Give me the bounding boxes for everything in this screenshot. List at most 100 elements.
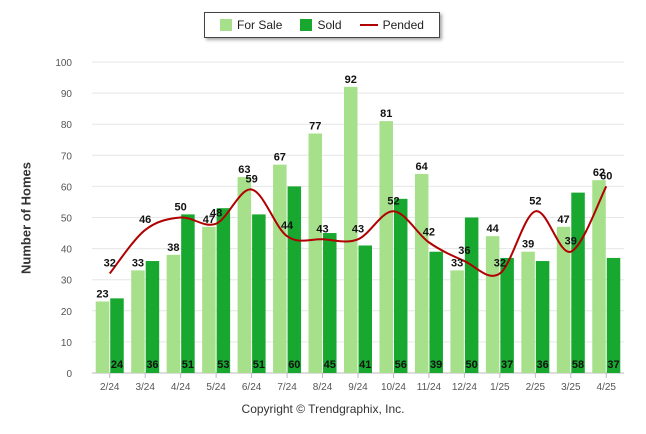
- x-tick-label: 7/24: [277, 382, 297, 393]
- bar-sold: [110, 298, 124, 373]
- y-tick-label: 80: [61, 120, 73, 131]
- data-label-for-sale: 62: [593, 167, 605, 179]
- data-label-pended: 48: [210, 208, 222, 220]
- data-label-sold: 37: [607, 359, 619, 371]
- data-label-pended: 43: [352, 223, 364, 235]
- legend-label-sold: Sold: [317, 18, 342, 32]
- y-tick-label: 70: [61, 151, 73, 162]
- bar-sold: [252, 214, 266, 373]
- bar-sold: [500, 257, 514, 373]
- pended-line-swatch-icon: [359, 24, 378, 26]
- data-label-sold: 56: [395, 359, 407, 371]
- y-tick-label: 60: [61, 182, 73, 193]
- data-label-sold: 60: [288, 359, 300, 371]
- data-label-for-sale: 63: [238, 164, 250, 176]
- pended-line: [108, 185, 608, 277]
- legend-item-for-sale[interactable]: For Sale: [220, 18, 282, 32]
- bar-for-sale: [131, 270, 145, 373]
- x-tick-label: 10/24: [381, 382, 406, 393]
- data-label-pended: 59: [245, 174, 257, 186]
- data-label-pended: 36: [458, 245, 470, 257]
- data-label-for-sale: 81: [380, 108, 392, 120]
- bar-sold: [287, 186, 302, 373]
- bar-for-sale: [521, 251, 535, 373]
- bar-for-sale: [485, 236, 500, 373]
- x-tick-label: 12/24: [452, 382, 477, 393]
- data-label-pended: 32: [494, 257, 506, 269]
- bar-sold: [571, 192, 585, 373]
- data-label-sold: 39: [430, 359, 442, 371]
- for-sale-swatch-icon: [220, 19, 233, 31]
- bar-sold: [606, 257, 621, 373]
- x-tick-label: 3/24: [135, 382, 155, 393]
- data-label-for-sale: 23: [96, 288, 108, 300]
- data-label-pended: 52: [529, 195, 541, 207]
- bar-sold: [358, 245, 372, 373]
- x-tick-label: 2/24: [100, 382, 120, 393]
- data-label-for-sale: 47: [557, 214, 569, 226]
- legend-item-pended[interactable]: Pended: [359, 18, 424, 32]
- x-tick-label: 8/24: [313, 382, 333, 393]
- data-label-for-sale: 33: [132, 257, 144, 269]
- data-label-sold: 45: [324, 359, 336, 371]
- data-label-sold: 41: [359, 359, 371, 371]
- bar-for-sale: [556, 226, 571, 373]
- data-label-for-sale: 64: [416, 161, 429, 173]
- data-label-for-sale: 67: [274, 152, 286, 164]
- data-label-for-sale: 38: [167, 242, 179, 254]
- x-tick-label: 1/25: [490, 382, 510, 393]
- data-label-sold: 53: [217, 359, 229, 371]
- bar-sold: [535, 261, 550, 373]
- data-label-sold: 51: [182, 359, 194, 371]
- data-label-for-sale: 33: [451, 257, 463, 269]
- data-label-for-sale: 77: [309, 121, 321, 133]
- bar-for-sale: [95, 301, 110, 373]
- data-label-for-sale: 47: [203, 214, 215, 226]
- legend[interactable]: For Sale Sold Pended: [204, 12, 440, 38]
- bar-for-sale: [379, 121, 393, 373]
- data-label-pended: 44: [281, 220, 294, 232]
- x-tick-label: 4/24: [171, 382, 191, 393]
- data-label-sold: 24: [111, 359, 124, 371]
- x-tick-label: 2/25: [526, 382, 546, 393]
- data-label-pended: 43: [316, 223, 328, 235]
- y-tick-label: 30: [61, 276, 73, 287]
- bar-for-sale: [166, 254, 181, 373]
- data-label-sold: 51: [253, 359, 265, 371]
- bar-sold: [145, 261, 160, 373]
- bar-for-sale: [450, 270, 464, 373]
- data-label-pended: 52: [387, 195, 399, 207]
- legend-label-for-sale: For Sale: [237, 18, 283, 32]
- bar-for-sale: [592, 180, 606, 373]
- bar-for-sale: [308, 133, 323, 373]
- data-label-sold: 36: [146, 359, 158, 371]
- data-label-pended: 42: [423, 226, 435, 238]
- y-tick-label: 40: [61, 245, 73, 256]
- data-label-for-sale: 39: [522, 239, 534, 251]
- data-label-sold: 36: [536, 359, 548, 371]
- x-tick-label: 4/25: [597, 382, 617, 393]
- x-tick-label: 9/24: [348, 382, 368, 393]
- x-tick-label: 11/24: [417, 382, 442, 393]
- bar-sold: [216, 208, 231, 373]
- bar-for-sale: [202, 226, 216, 373]
- data-label-for-sale: 44: [486, 223, 499, 235]
- data-label-for-sale: 92: [345, 74, 357, 86]
- bar-for-sale: [414, 173, 429, 373]
- bar-sold: [323, 233, 337, 373]
- bar-sold: [393, 198, 408, 373]
- data-label-pended: 32: [104, 257, 116, 269]
- y-tick-label: 100: [55, 58, 72, 69]
- copyright-text: Copyright © Trendgraphix, Inc.: [241, 402, 405, 416]
- legend-label-pended: Pended: [382, 18, 424, 32]
- y-tick-label: 90: [61, 89, 73, 100]
- legend-item-sold[interactable]: Sold: [300, 18, 342, 32]
- bar-sold: [429, 251, 443, 373]
- data-label-pended: 60: [600, 170, 612, 182]
- bar-sold: [464, 217, 479, 373]
- y-tick-label: 20: [61, 307, 73, 318]
- data-label-pended: 39: [565, 236, 577, 248]
- data-label-sold: 37: [501, 359, 513, 371]
- y-tick-label: 10: [61, 338, 73, 349]
